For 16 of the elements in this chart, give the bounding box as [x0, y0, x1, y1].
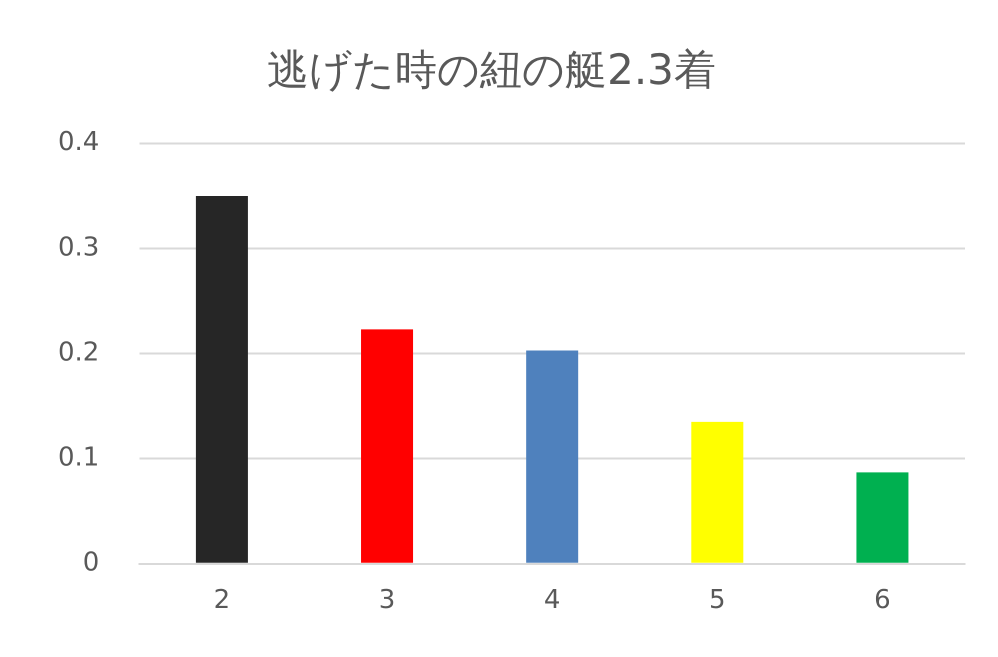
- bar: [691, 422, 744, 563]
- y-tick-label: 0: [82, 548, 100, 578]
- chart-title: 逃げた時の紐の艇2.3着: [267, 45, 716, 94]
- y-tick-label: 0.4: [58, 127, 100, 158]
- x-tick-label: 6: [874, 585, 891, 616]
- y-tick-label: 0.1: [58, 442, 100, 472]
- bar: [196, 196, 248, 563]
- y-tick-label: 0.2: [58, 337, 100, 368]
- x-tick-label: 3: [378, 585, 396, 616]
- bar: [526, 350, 578, 563]
- bar: [856, 472, 908, 563]
- bar: [361, 329, 414, 563]
- x-tick-label: 5: [709, 585, 726, 616]
- y-tick-label: 0.3: [58, 232, 100, 262]
- x-tick-label: 2: [214, 585, 230, 616]
- x-tick-label: 4: [544, 585, 560, 616]
